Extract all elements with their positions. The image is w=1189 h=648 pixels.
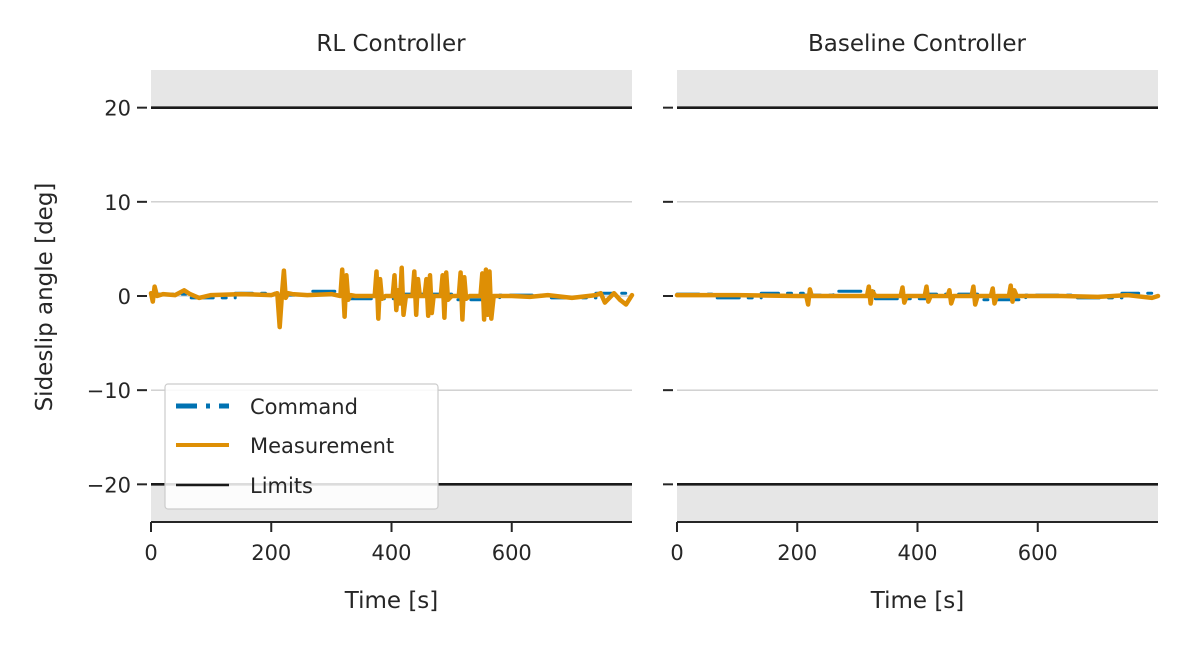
y-tick-label-1: 10 xyxy=(104,191,131,215)
y-tick-label-0: 20 xyxy=(104,97,131,121)
legend: Command Measurement Limits xyxy=(164,383,439,510)
x-tick-label-baseline-3: 600 xyxy=(1018,541,1058,565)
x-axis-title-rl: Time [s] xyxy=(344,588,439,614)
legend-label-command: Command xyxy=(250,395,358,419)
y-tick-label-3: −10 xyxy=(87,379,131,403)
panel-rl-controller: RL Controller xyxy=(316,31,466,57)
x-tick-label-rl-2: 400 xyxy=(371,541,411,565)
x-tick-label-baseline-0: 0 xyxy=(670,541,683,565)
x-tick-label-rl-1: 200 xyxy=(251,541,291,565)
panel-title-rl: RL Controller xyxy=(316,31,466,57)
x-axis-title-baseline: Time [s] xyxy=(870,588,965,614)
x-tick-label-baseline-1: 200 xyxy=(777,541,817,565)
series-line-measurement-rl xyxy=(148,265,635,330)
limit-shade-upper-rl xyxy=(151,70,632,108)
x-tick-label-baseline-2: 400 xyxy=(897,541,937,565)
series-line-measurement-baseline xyxy=(674,283,1161,307)
y-tick-label-4: −20 xyxy=(87,473,131,497)
y-tick-label-2: 0 xyxy=(118,285,131,309)
x-tick-label-rl-0: 0 xyxy=(144,541,157,565)
limit-shade-upper-baseline xyxy=(677,70,1158,108)
x-tick-label-rl-3: 600 xyxy=(492,541,532,565)
panel-title-baseline: Baseline Controller xyxy=(808,31,1027,57)
legend-frame xyxy=(164,383,439,510)
y-axis-title: Sideslip angle [deg] xyxy=(32,183,58,412)
legend-label-measurement: Measurement xyxy=(250,434,394,458)
limit-shade-lower-baseline xyxy=(677,484,1158,522)
panel-baseline-controller: Baseline Controller xyxy=(808,31,1027,57)
legend-label-limits: Limits xyxy=(250,474,313,498)
